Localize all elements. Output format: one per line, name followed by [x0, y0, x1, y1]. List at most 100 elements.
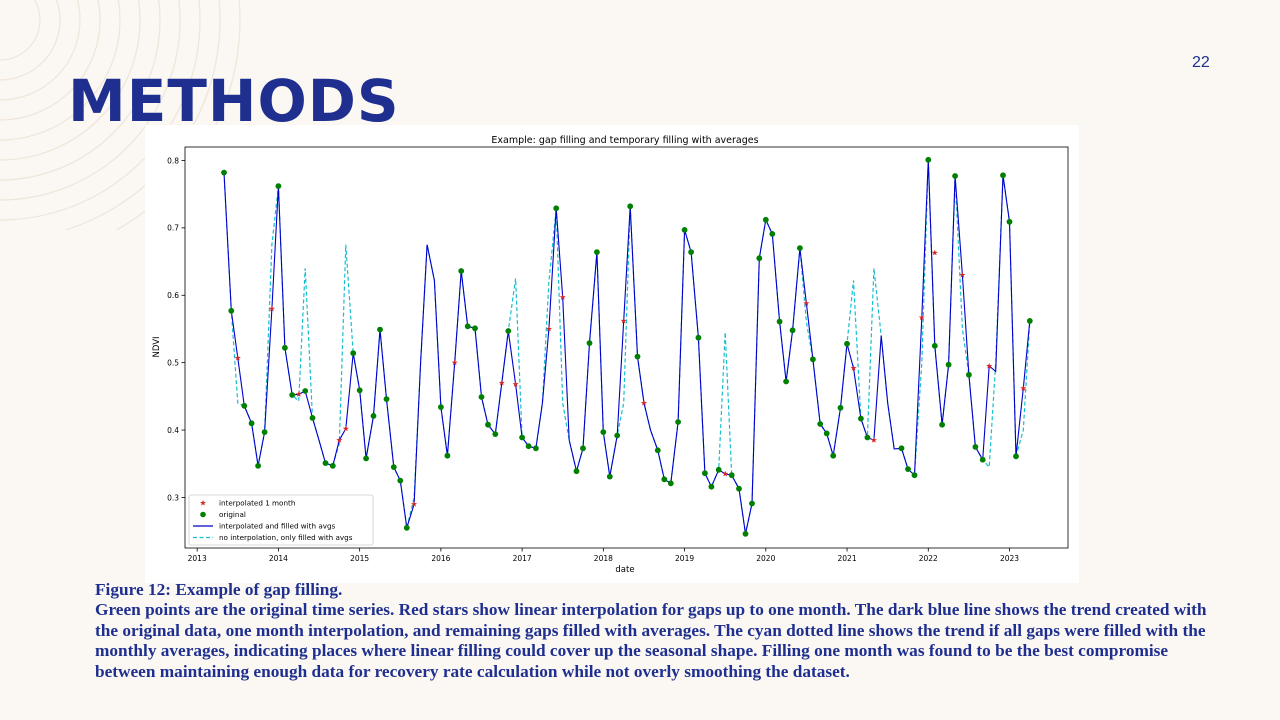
original-point	[261, 429, 268, 435]
original-point	[749, 500, 755, 507]
original-point	[715, 466, 722, 473]
original-point	[472, 325, 478, 332]
original-point	[911, 472, 918, 479]
original-point	[939, 421, 945, 428]
caption-body: Green points are the original time serie…	[95, 600, 1207, 681]
original-point	[776, 318, 783, 325]
original-point	[444, 452, 451, 459]
legend-dot-swatch	[200, 511, 206, 518]
original-point	[533, 445, 539, 452]
original-point	[789, 327, 796, 334]
x-tick-label: 2015	[350, 554, 369, 563]
interpolated-point	[336, 436, 343, 443]
original-point	[817, 421, 824, 427]
x-tick-label: 2023	[1000, 554, 1019, 563]
original-point	[553, 205, 560, 212]
y-tick-label: 0.5	[167, 358, 179, 367]
x-tick-label: 2014	[269, 554, 288, 563]
original-point	[945, 361, 952, 368]
chart-title: Example: gap filling and temporary filli…	[491, 135, 758, 146]
original-point	[966, 371, 972, 378]
x-tick-label: 2018	[594, 554, 613, 563]
original-point	[837, 404, 844, 411]
original-point	[275, 183, 282, 189]
original-point	[830, 452, 837, 459]
original-point	[783, 378, 789, 385]
interpolated-point	[722, 470, 729, 477]
legend-label: interpolated 1 month	[219, 499, 295, 508]
original-point	[600, 429, 607, 435]
original-point	[864, 434, 871, 441]
y-tick-label: 0.8	[167, 156, 179, 165]
interpolated-point	[803, 300, 810, 306]
x-axis-label: date	[615, 565, 634, 575]
interpolated-point	[1020, 385, 1027, 391]
interpolated-point	[850, 364, 857, 371]
original-point	[464, 323, 471, 330]
original-point	[438, 404, 444, 410]
legend-box	[188, 494, 374, 546]
interpolated-point	[986, 362, 993, 369]
original-point	[580, 445, 586, 452]
x-tick-label: 2021	[838, 554, 857, 563]
original-point	[1006, 218, 1013, 225]
interpolated-point	[342, 425, 349, 432]
original-point	[485, 421, 491, 428]
original-point	[702, 470, 708, 477]
interpolated-point	[545, 325, 552, 332]
interpolated-point	[295, 391, 302, 397]
original-point	[302, 388, 309, 394]
original-point	[255, 462, 261, 469]
legend-label: interpolated and filled with avgs	[219, 522, 336, 531]
caption-heading: Figure 12: Example of gap filling.	[95, 580, 343, 599]
original-point	[289, 392, 296, 398]
original-point	[356, 387, 363, 394]
original-point	[823, 430, 830, 437]
y-tick-label: 0.6	[167, 291, 179, 300]
original-point	[979, 456, 986, 463]
interpolated-point	[620, 317, 627, 324]
interpolated-point	[498, 379, 505, 386]
original-point	[797, 245, 803, 251]
original-point	[525, 443, 532, 450]
y-tick-label: 0.3	[167, 493, 179, 502]
ndvi-chart: Example: gap filling and temporary filli…	[152, 135, 1069, 575]
legend-label: no interpolation, only filled with avgs	[219, 533, 353, 542]
y-axis: 0.3 0.4 0.5 0.6 0.7 0.8	[167, 156, 185, 502]
original-point	[661, 476, 668, 483]
original-point	[844, 340, 850, 347]
figure-caption: Figure 12: Example of gap filling. Green…	[95, 580, 1215, 682]
interpolated-point	[411, 500, 418, 507]
original-point	[403, 524, 410, 531]
original-point	[383, 396, 390, 402]
original-point	[458, 268, 465, 274]
original-point	[363, 455, 369, 462]
legend: interpolated 1 month original interpolated…	[188, 494, 374, 546]
interpolated-point	[959, 271, 966, 278]
interpolated-point	[451, 359, 458, 366]
y-tick-label: 0.4	[167, 426, 179, 435]
original-point	[695, 334, 702, 341]
series-line-interpolated-filled	[223, 159, 1031, 534]
figure-chart: Example: gap filling and temporary filli…	[145, 125, 1079, 583]
decorative-concentric-arcs	[0, 0, 241, 230]
original-point	[1026, 318, 1033, 324]
original-point	[606, 473, 613, 480]
original-point	[769, 231, 776, 237]
interpolated-point	[870, 436, 877, 443]
interpolated-point	[268, 305, 275, 312]
original-point	[925, 156, 932, 163]
original-point	[627, 203, 634, 210]
slide-title: METHODS	[68, 67, 400, 135]
original-point	[221, 169, 227, 176]
original-point	[586, 340, 593, 346]
y-tick-label: 0.7	[167, 224, 179, 233]
original-point	[762, 216, 769, 223]
original-point	[370, 413, 377, 419]
original-point	[1013, 453, 1019, 460]
original-point	[634, 353, 641, 360]
original-point	[377, 326, 383, 333]
original-point	[931, 342, 938, 349]
original-point	[681, 227, 688, 233]
interpolated-point	[559, 294, 566, 300]
